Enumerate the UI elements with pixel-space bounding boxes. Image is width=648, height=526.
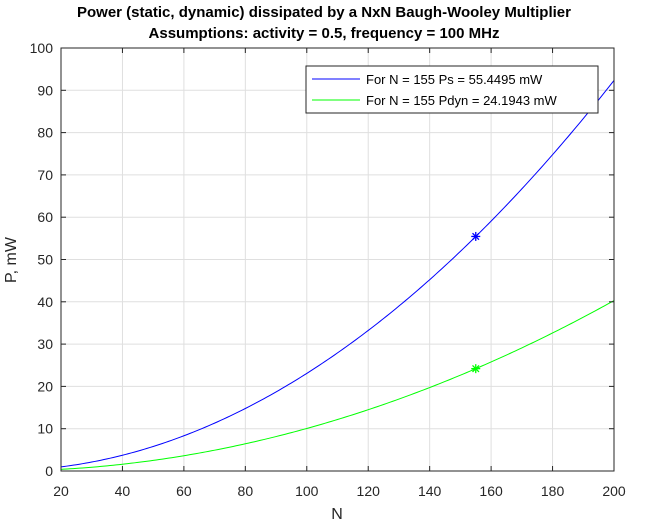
x-tick-label: 100 xyxy=(295,483,319,499)
series-line-0 xyxy=(60,80,615,468)
x-tick-label: 200 xyxy=(602,483,626,499)
y-axis-label: P, mW xyxy=(3,236,20,283)
x-tick-label: 120 xyxy=(357,483,381,499)
x-tick-label: 160 xyxy=(479,483,503,499)
x-tick-label: 80 xyxy=(238,483,254,499)
y-tick-label: 100 xyxy=(30,40,54,56)
chart-subtitle: Assumptions: activity = 0.5, frequency =… xyxy=(149,25,500,42)
y-tick-label: 20 xyxy=(37,378,53,394)
x-tick-label: 60 xyxy=(176,483,192,499)
legend-label-pdyn: For N = 155 Pdyn = 24.1943 mW xyxy=(366,93,557,108)
y-tick-label: 80 xyxy=(37,125,53,141)
series-lines xyxy=(60,80,615,470)
y-tick-label: 0 xyxy=(45,463,53,479)
x-tick-label: 20 xyxy=(53,483,69,499)
x-tick-label: 40 xyxy=(115,483,131,499)
y-tick-label: 10 xyxy=(37,421,53,437)
series-line-1 xyxy=(60,300,615,470)
chart-title: Power (static, dynamic) dissipated by a … xyxy=(77,4,571,21)
x-axis-ticks: 20 40 60 80 100 120 140 160 180 200 xyxy=(53,48,626,499)
asterisk-marker-1 xyxy=(471,364,481,374)
x-axis-label: N xyxy=(331,506,343,523)
y-tick-label: 40 xyxy=(37,294,53,310)
y-axis-ticks: 0 10 20 30 40 50 60 70 80 90 100 xyxy=(30,40,614,479)
y-tick-label: 30 xyxy=(37,336,53,352)
asterisk-marker-0 xyxy=(471,231,481,241)
y-tick-label: 50 xyxy=(37,252,53,268)
legend-label-ps: For N = 155 Ps = 55.4495 mW xyxy=(366,72,543,87)
y-tick-label: 70 xyxy=(37,167,53,183)
legend-box xyxy=(305,65,599,114)
x-tick-label: 140 xyxy=(418,483,442,499)
x-tick-label: 180 xyxy=(541,483,565,499)
y-tick-label: 90 xyxy=(37,82,53,98)
y-tick-label: 60 xyxy=(37,209,53,225)
legend: For N = 155 Ps = 55.4495 mW For N = 155 … xyxy=(305,65,599,114)
